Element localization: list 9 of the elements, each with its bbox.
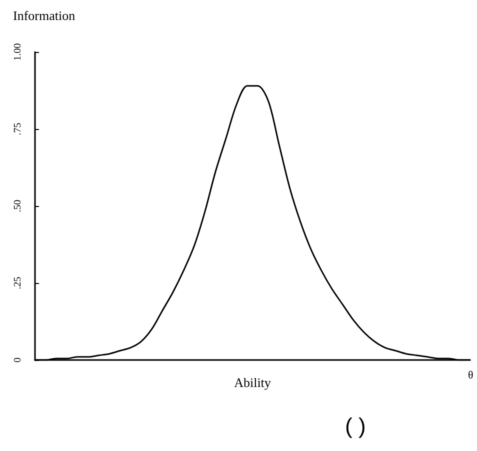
y-tick-label: .75	[12, 122, 24, 136]
y-tick-label: .25	[12, 276, 24, 290]
x-axis-title: Ability	[234, 375, 272, 390]
y-tick-label: .50	[12, 200, 24, 212]
text: θ	[468, 370, 474, 382]
y-tick-label: 1.00	[12, 43, 24, 61]
y-tick-label: 0	[12, 358, 24, 362]
text: ( )	[345, 414, 366, 438]
y-axis-title: Information	[13, 8, 76, 23]
